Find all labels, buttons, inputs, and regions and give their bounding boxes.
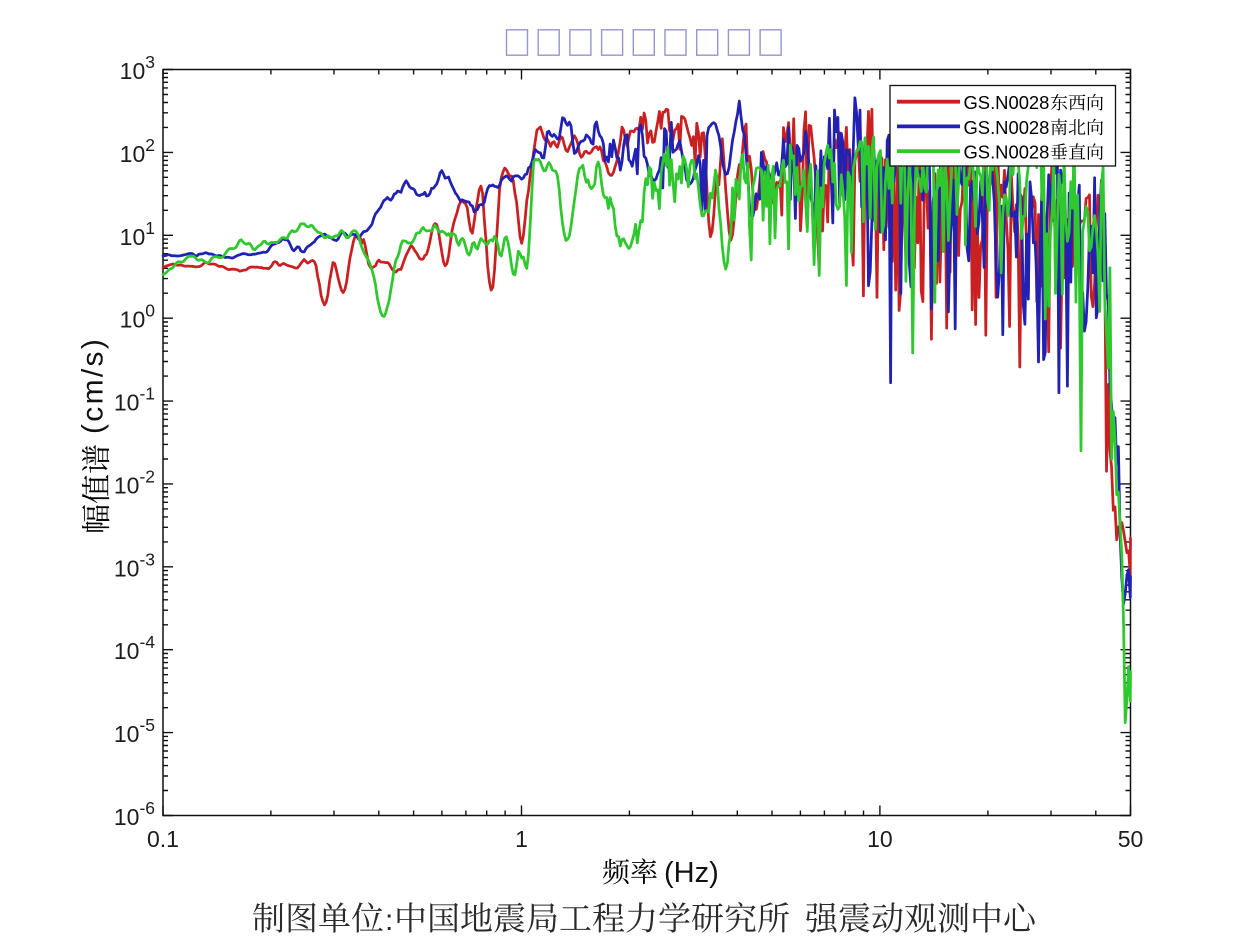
svg-text:10-1: 10-1 (114, 384, 155, 416)
svg-text:(cm/s): (cm/s) (76, 337, 109, 434)
svg-text:10-4: 10-4 (114, 632, 155, 664)
svg-text:10-2: 10-2 (114, 466, 155, 498)
svg-text:10-5: 10-5 (114, 715, 155, 747)
svg-text:10-3: 10-3 (114, 549, 155, 581)
svg-text:101: 101 (120, 218, 155, 250)
svg-text:0.1: 0.1 (147, 826, 179, 852)
svg-text:102: 102 (120, 135, 155, 167)
svg-text:(Hz): (Hz) (664, 857, 719, 889)
svg-text:1: 1 (515, 826, 528, 852)
svg-text:50: 50 (1118, 826, 1144, 852)
svg-text:100: 100 (120, 301, 156, 333)
svg-text:103: 103 (120, 52, 155, 84)
svg-text::: : (385, 904, 393, 937)
svg-text:GS.N0028: GS.N0028 (964, 142, 1050, 163)
svg-text:GS.N0028: GS.N0028 (964, 92, 1050, 113)
svg-text:10: 10 (867, 826, 893, 852)
svg-text:GS.N0028: GS.N0028 (964, 117, 1050, 138)
